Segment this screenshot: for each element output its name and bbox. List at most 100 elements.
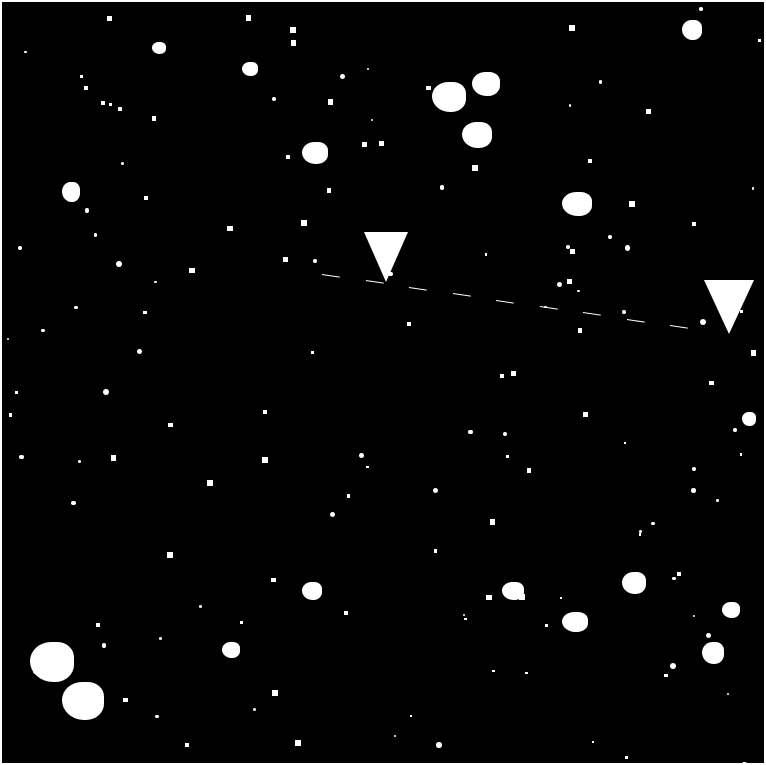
noise-blob-18 (742, 412, 756, 426)
noise-speck (283, 257, 288, 262)
noise-speck (664, 674, 668, 678)
noise-speck (588, 159, 592, 163)
noise-speck (7, 338, 10, 341)
noise-speck (394, 735, 396, 737)
noise-speck (272, 690, 278, 696)
noise-speck (207, 480, 213, 486)
noise-speck (569, 104, 572, 107)
noise-speck (327, 188, 332, 193)
noise-speck (545, 624, 548, 627)
noise-speck (672, 577, 676, 581)
noise-speck (101, 101, 104, 104)
noise-speck (699, 7, 703, 11)
noise-speck (407, 322, 411, 326)
noise-speck (154, 281, 156, 283)
noise-speck (347, 494, 351, 498)
noise-speck (143, 311, 147, 315)
trajectory-dash-5 (539, 306, 557, 310)
noise-blob-16 (242, 62, 258, 76)
noise-speck (709, 381, 713, 385)
noise-speck (137, 349, 142, 354)
noise-speck (102, 643, 107, 648)
noise-blob-4 (462, 122, 492, 148)
noise-speck (472, 165, 478, 171)
noise-speck (340, 74, 345, 79)
noise-speck (82, 709, 87, 714)
noise-speck (15, 391, 19, 395)
noise-speck (624, 442, 626, 444)
noise-speck (344, 611, 348, 615)
noise-speck (144, 196, 148, 200)
noise-speck (492, 670, 495, 673)
noise-blob-17 (152, 42, 166, 54)
noise-speck (463, 614, 465, 616)
noise-speck (706, 633, 711, 638)
noise-speck (622, 310, 626, 314)
noise-speck (525, 672, 528, 675)
noise-speck (434, 549, 438, 553)
noise-blob-6 (562, 192, 592, 216)
noise-speck (80, 75, 83, 78)
noise-speck (291, 40, 296, 45)
noise-speck (152, 116, 157, 121)
trajectory-dash-7 (627, 319, 645, 323)
noise-speck (733, 428, 737, 432)
noise-speck (118, 107, 121, 110)
noise-speck (116, 261, 122, 267)
noise-speck (511, 371, 516, 376)
noise-speck (362, 142, 368, 148)
noise-speck (740, 453, 743, 456)
noise-speck (468, 430, 472, 434)
noise-speck (367, 68, 369, 70)
noise-speck (168, 423, 173, 428)
noise-blob-13 (222, 642, 240, 658)
noise-speck (311, 351, 314, 354)
noise-speck (328, 99, 334, 105)
noise-speck (569, 25, 575, 31)
noise-blob-15 (722, 602, 740, 618)
noise-speck (271, 578, 275, 582)
noise-speck (578, 328, 582, 332)
noise-speck (24, 51, 26, 53)
noise-speck (107, 16, 113, 22)
noise-speck (625, 245, 630, 250)
noise-speck (500, 374, 504, 378)
noise-speck (199, 605, 202, 608)
noise-speck (155, 715, 159, 719)
noise-speck (716, 499, 719, 502)
noise-speck (103, 389, 109, 395)
marker-triangle-0 (364, 232, 408, 285)
trajectory-dash-3 (452, 293, 470, 297)
noise-speck (41, 329, 45, 333)
noise-speck (570, 249, 575, 254)
noise-speck (71, 501, 75, 505)
noise-speck (758, 39, 761, 42)
noise-speck (286, 155, 290, 159)
noise-speck (313, 259, 317, 263)
noise-speck (366, 466, 368, 468)
noise-speck (752, 187, 754, 189)
noise-speck (433, 488, 438, 493)
noise-speck (557, 282, 562, 287)
noise-speck (639, 533, 642, 536)
noise-speck (592, 741, 594, 743)
noise-speck (240, 621, 244, 625)
noise-speck (651, 522, 654, 525)
noise-speck (290, 27, 296, 33)
noise-speck (96, 623, 100, 627)
noise-speck (625, 756, 628, 759)
binary-mask-canvas (0, 0, 766, 765)
noise-speck (464, 618, 466, 620)
noise-speck (410, 715, 412, 717)
noise-blob-0 (30, 642, 74, 682)
noise-speck (301, 220, 307, 226)
noise-speck (503, 432, 507, 436)
noise-speck (9, 413, 12, 416)
noise-speck (246, 15, 252, 21)
noise-speck (544, 306, 547, 309)
noise-blob-12 (302, 582, 322, 600)
noise-speck (670, 663, 676, 669)
noise-speck (608, 235, 612, 239)
noise-blob-3 (472, 72, 500, 96)
noise-speck (159, 637, 162, 640)
